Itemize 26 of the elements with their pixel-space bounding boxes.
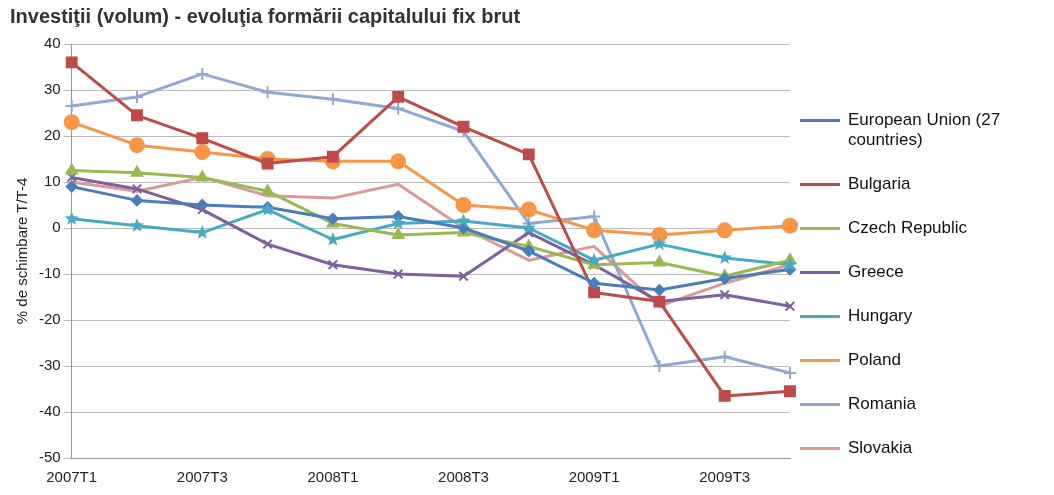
legend-label: Romania [848,394,917,414]
x-tick-label: 2008T3 [438,468,489,486]
legend-label: Czech Republic [848,218,968,238]
y-tick-label: -30 [38,356,61,374]
y-tick-label: -10 [38,264,61,282]
legend-label: Hungary [848,306,913,326]
y-tick-label: 10 [43,172,61,190]
legend-label: Poland [848,350,901,370]
y-axis-title: % de schimbare T/T-4 [13,177,31,325]
x-tick-label: 2009T3 [699,468,751,486]
y-tick-label: 40 [43,34,61,52]
x-tick-label: 2008T1 [307,468,359,486]
y-tick-label: 20 [43,126,61,144]
y-tick-label: 30 [43,80,61,98]
y-tick-label: 0 [52,218,61,236]
legend-label: European Union (27 countries) [848,110,1002,150]
x-tick-label: 2007T3 [176,468,228,486]
chart-title: Investiţii (volum) - evoluţia formării capitalului fix brut [10,4,521,27]
y-tick-label: -40 [38,402,61,420]
y-tick-label: -20 [38,310,61,328]
x-tick-label: 2009T1 [568,468,620,486]
x-tick-label: 2007T1 [46,468,98,486]
legend-label: Greece [848,262,904,282]
legend-label: Slovakia [848,438,913,458]
y-tick-label: -50 [38,448,61,466]
legend-label: Bulgaria [848,174,911,194]
